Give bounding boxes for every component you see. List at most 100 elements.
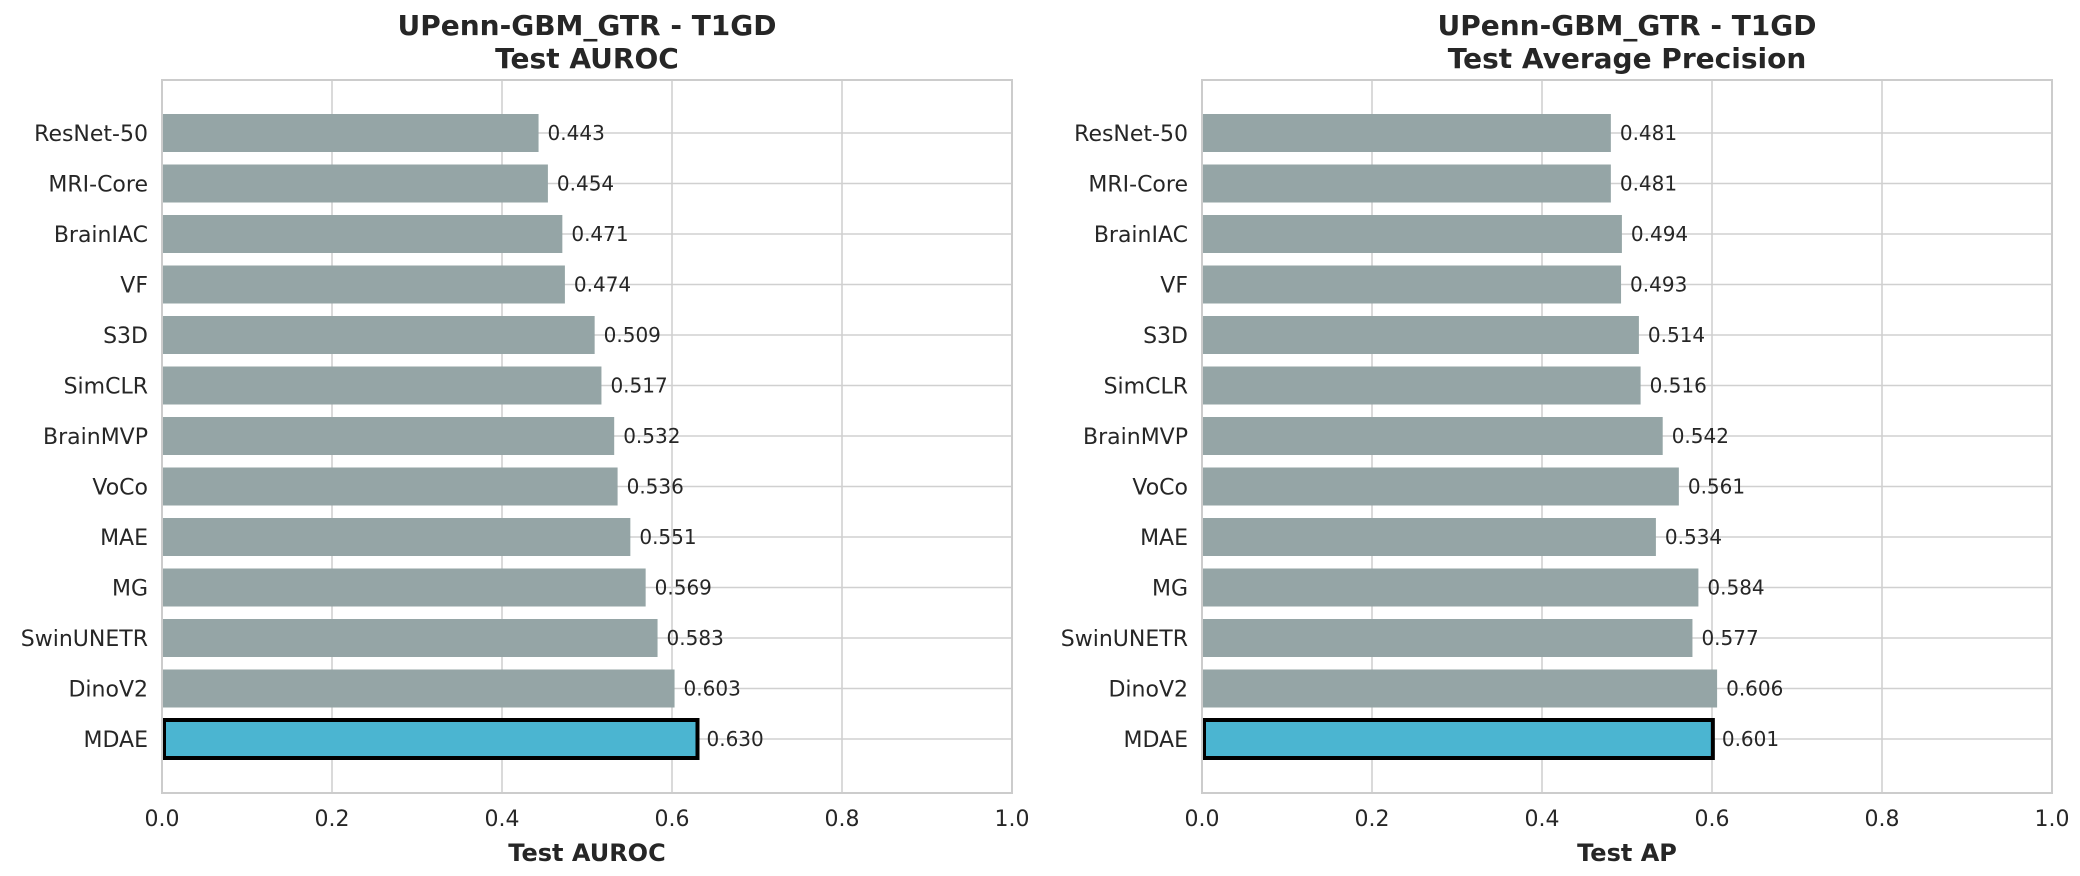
x-tick-label: 0.2	[1355, 807, 1390, 832]
data-label: 0.454	[557, 172, 614, 196]
chart-title-line-2: Test Average Precision	[1448, 42, 1807, 75]
category-label: S3D	[103, 324, 148, 349]
data-label: 0.542	[1672, 424, 1729, 448]
data-label: 0.569	[655, 576, 712, 600]
x-tick-label: 1.0	[995, 807, 1030, 832]
category-label: VoCo	[1132, 476, 1188, 501]
category-label: SwinUNETR	[21, 627, 148, 652]
category-label: SimCLR	[1104, 375, 1188, 400]
bar-brainiac	[162, 215, 563, 253]
data-label: 0.471	[571, 222, 628, 246]
bar-voco	[1202, 467, 1679, 506]
category-label: MRI-Core	[48, 173, 148, 198]
category-label: MRI-Core	[1088, 173, 1188, 198]
bar-brainiac	[1202, 215, 1622, 253]
x-tick-label: 0.6	[1695, 807, 1730, 832]
data-label: 0.606	[1726, 677, 1783, 701]
category-label: BrainIAC	[54, 223, 148, 248]
x-tick-label: 0.8	[825, 807, 860, 832]
x-tick-label: 0.2	[315, 807, 350, 832]
bar-mri-core	[1202, 164, 1611, 203]
bar-resnet-50	[162, 114, 539, 152]
bar-resnet-50	[1202, 114, 1611, 152]
bar-brainmvp	[162, 417, 615, 455]
x-tick-label: 0.0	[1185, 807, 1220, 832]
x-tick-label: 0.4	[485, 807, 520, 832]
category-label: MAE	[100, 526, 148, 551]
x-tick-label: 0.0	[145, 807, 180, 832]
category-label: BrainIAC	[1094, 223, 1188, 248]
data-label: 0.534	[1665, 525, 1722, 549]
data-label: 0.517	[610, 374, 667, 398]
data-label: 0.514	[1648, 323, 1705, 347]
chart-title-line-1: UPenn-GBM_GTR - T1GD	[398, 9, 777, 42]
x-tick-label: 1.0	[2035, 807, 2070, 832]
category-label: DinoV2	[1108, 678, 1188, 703]
data-label: 0.583	[667, 626, 724, 650]
bar-swinunetr	[1202, 619, 1693, 657]
x-tick-label: 0.8	[1865, 807, 1900, 832]
category-label: ResNet-50	[1074, 122, 1188, 147]
data-label: 0.493	[1630, 273, 1687, 297]
bar-s3d	[1202, 316, 1639, 354]
data-label: 0.601	[1722, 727, 1779, 751]
data-label: 0.443	[548, 121, 605, 145]
data-label: 0.561	[1688, 475, 1745, 499]
category-label: S3D	[1143, 324, 1188, 349]
data-label: 0.551	[639, 525, 696, 549]
chart-title-line-2: Test AUROC	[495, 42, 679, 75]
data-label: 0.532	[623, 424, 680, 448]
bar-mae	[162, 518, 631, 556]
category-label: BrainMVP	[43, 425, 148, 450]
category-label: SimCLR	[64, 375, 148, 400]
x-tick-label: 0.4	[1525, 807, 1560, 832]
data-label: 0.481	[1620, 172, 1677, 196]
bar-simclr	[162, 366, 602, 405]
category-label: MG	[112, 577, 148, 602]
chart-panel-2: ResNet-50 0.481 MRI-Core 0.481 BrainIAC 0.494…	[1061, 9, 2070, 867]
bar-vf	[162, 265, 565, 304]
data-label: 0.630	[707, 727, 764, 751]
bar-mae	[1202, 518, 1656, 556]
plot-frame	[1201, 79, 2053, 794]
chart-panel-1: ResNet-50 0.443 MRI-Core 0.454 BrainIAC 0.471…	[21, 9, 1030, 867]
category-label: ResNet-50	[34, 122, 148, 147]
data-label: 0.603	[684, 677, 741, 701]
data-label: 0.509	[604, 323, 661, 347]
category-label: MDAE	[1124, 728, 1189, 753]
data-label: 0.494	[1631, 222, 1688, 246]
bar-swinunetr	[162, 619, 658, 657]
x-tick-label: 0.6	[655, 807, 690, 832]
bar-simclr	[1202, 366, 1641, 405]
bar-mg	[162, 568, 646, 607]
bar-brainmvp	[1202, 417, 1663, 455]
bar-voco	[162, 467, 618, 506]
bar-dinov2	[1202, 669, 1718, 708]
category-label: SwinUNETR	[1061, 627, 1188, 652]
category-label: VoCo	[92, 476, 148, 501]
category-label: VF	[120, 274, 148, 299]
bar-mdae	[1202, 718, 1715, 760]
bar-s3d	[162, 316, 595, 354]
data-label: 0.481	[1620, 121, 1677, 145]
category-label: VF	[1160, 274, 1188, 299]
category-label: MAE	[1140, 526, 1188, 551]
data-label: 0.536	[627, 475, 684, 499]
category-label: DinoV2	[68, 678, 148, 703]
data-label: 0.577	[1701, 626, 1758, 650]
data-label: 0.474	[574, 273, 631, 297]
data-label: 0.516	[1650, 374, 1707, 398]
bar-mri-core	[162, 164, 548, 203]
x-axis-label: Test AP	[1577, 839, 1677, 867]
category-label: MDAE	[84, 728, 149, 753]
bar-dinov2	[162, 669, 675, 708]
category-label: BrainMVP	[1083, 425, 1188, 450]
bar-vf	[1202, 265, 1622, 304]
data-label: 0.584	[1707, 576, 1764, 600]
bar-mg	[1202, 568, 1699, 607]
bar-mdae	[162, 718, 700, 760]
plot-frame	[161, 79, 1013, 794]
chart-title-line-1: UPenn-GBM_GTR - T1GD	[1438, 9, 1817, 42]
